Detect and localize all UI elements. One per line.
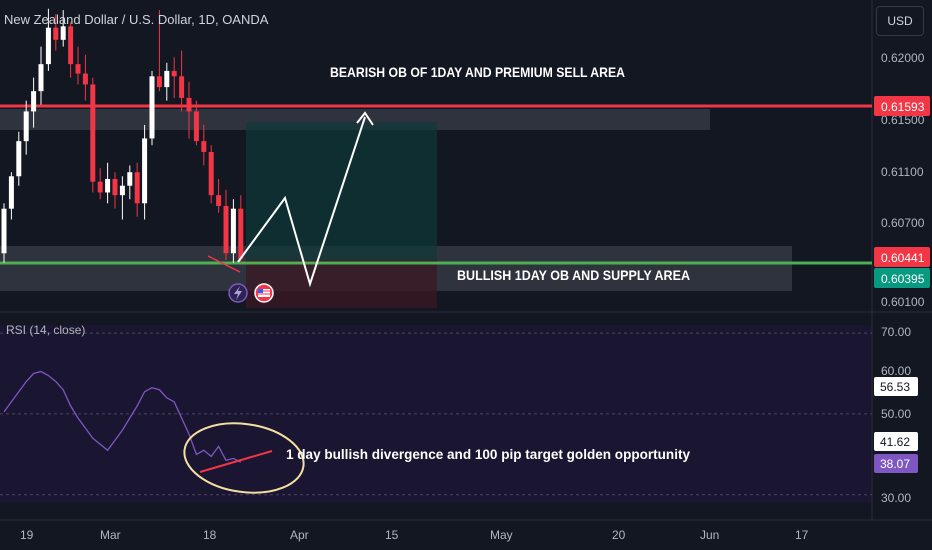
- time-tick: 18: [203, 528, 217, 542]
- bullish-candle[interactable]: [60, 26, 66, 40]
- bearish-candle[interactable]: [193, 111, 199, 142]
- price-divergence-line[interactable]: [207, 255, 241, 273]
- divergence-ellipse[interactable]: [180, 416, 308, 500]
- support-price-badge[interactable]: [874, 268, 930, 288]
- bearish-candle[interactable]: [97, 181, 103, 193]
- resistance-price-badge[interactable]: [874, 96, 930, 116]
- time-tick: Jun: [700, 528, 719, 542]
- rsi-tick: 70.00: [881, 325, 911, 339]
- bullish-zone-label: BULLISH 1DAY OB AND SUPPLY AREA: [457, 267, 690, 283]
- price-tick: 0.62000: [881, 51, 925, 65]
- resistance-price-text: 0.61593: [881, 100, 925, 114]
- bullish-candle[interactable]: [1, 208, 7, 254]
- rsi-value-badge[interactable]: [874, 454, 918, 473]
- divergence-note: 1 day bullish divergence and 100 pip tar…: [286, 446, 690, 462]
- bearish-candle[interactable]: [156, 76, 162, 88]
- rsi-upper-band-badge[interactable]: [874, 377, 918, 396]
- time-tick: Mar: [100, 528, 121, 542]
- bearish-candle[interactable]: [53, 27, 59, 40]
- bearish-candle[interactable]: [186, 97, 192, 112]
- rsi-grid: [0, 332, 872, 496]
- projection-path[interactable]: [237, 116, 366, 288]
- rsi-line: [3, 370, 242, 463]
- bullish-candle[interactable]: [16, 141, 22, 177]
- time-tick: Apr: [290, 528, 309, 542]
- rsi-title: RSI (14, close): [6, 323, 85, 337]
- bullish-candle[interactable]: [230, 208, 236, 254]
- rsi-badge-text: 41.62: [880, 435, 910, 449]
- projection-arrowhead: [356, 111, 374, 126]
- rsi-tick: 30.00: [881, 491, 911, 505]
- bearish-candle[interactable]: [112, 178, 118, 196]
- bullish-candle[interactable]: [164, 70, 170, 88]
- bearish-candle[interactable]: [82, 73, 88, 85]
- time-tick: 15: [385, 528, 399, 542]
- lightning-icon: [234, 286, 242, 300]
- time-tick: 19: [20, 528, 34, 542]
- bearish-candle[interactable]: [208, 151, 214, 196]
- rsi-tick: 50.00: [881, 407, 911, 421]
- bearish-candle[interactable]: [223, 205, 229, 254]
- bearish-candle[interactable]: [238, 208, 244, 259]
- symbol-title: New Zealand Dollar / U.S. Dollar, 1D, OA…: [4, 12, 269, 27]
- rsi-lower-band-badge[interactable]: [874, 432, 918, 451]
- long-position-stop-zone[interactable]: [246, 260, 437, 308]
- time-tick: May: [490, 528, 513, 542]
- bearish-candle[interactable]: [68, 26, 74, 65]
- bearish-candle[interactable]: [134, 172, 140, 204]
- bearish-candle[interactable]: [90, 84, 96, 182]
- bearish-candle[interactable]: [171, 70, 177, 77]
- price-tick: 0.60100: [881, 295, 925, 309]
- price-tick: 0.61100: [881, 165, 924, 179]
- candlestick-series: [1, 8, 244, 263]
- last-price-badge[interactable]: [874, 247, 930, 267]
- bearish-candle[interactable]: [75, 64, 81, 74]
- bullish-candle[interactable]: [8, 176, 14, 209]
- rsi-badge-text: 56.53: [880, 380, 910, 394]
- price-tick: 0.61500: [881, 113, 925, 127]
- price-tick: 0.60700: [881, 216, 925, 230]
- last-price-text: 0.60441: [881, 251, 925, 265]
- bearish-candle[interactable]: [201, 141, 207, 152]
- bullish-candle[interactable]: [105, 178, 111, 193]
- rsi-badge-text: 38.07: [880, 457, 910, 471]
- bullish-candle[interactable]: [45, 27, 51, 65]
- support-price-text: 0.60395: [881, 272, 925, 286]
- rsi-panel-background: [0, 325, 872, 502]
- bearish-order-block-zone[interactable]: [0, 109, 710, 130]
- bullish-candle[interactable]: [31, 91, 37, 112]
- currency-button[interactable]: USD: [876, 6, 924, 36]
- rsi-tick: 60.00: [881, 364, 911, 378]
- bullish-candle[interactable]: [142, 138, 148, 204]
- bullish-candle[interactable]: [127, 172, 133, 186]
- bullish-candle[interactable]: [23, 111, 29, 142]
- time-tick: 17: [795, 528, 809, 542]
- us-flag-icon: [258, 289, 270, 297]
- bullish-candle[interactable]: [119, 185, 125, 196]
- bullish-candle[interactable]: [149, 76, 155, 139]
- bearish-zone-label: BEARISH OB OF 1DAY AND PREMIUM SELL AREA: [330, 64, 625, 80]
- bearish-candle[interactable]: [179, 76, 185, 98]
- bullish-candle[interactable]: [38, 64, 44, 92]
- bearish-candle[interactable]: [216, 195, 222, 206]
- time-tick: 20: [612, 528, 626, 542]
- rsi-divergence-line[interactable]: [199, 450, 273, 473]
